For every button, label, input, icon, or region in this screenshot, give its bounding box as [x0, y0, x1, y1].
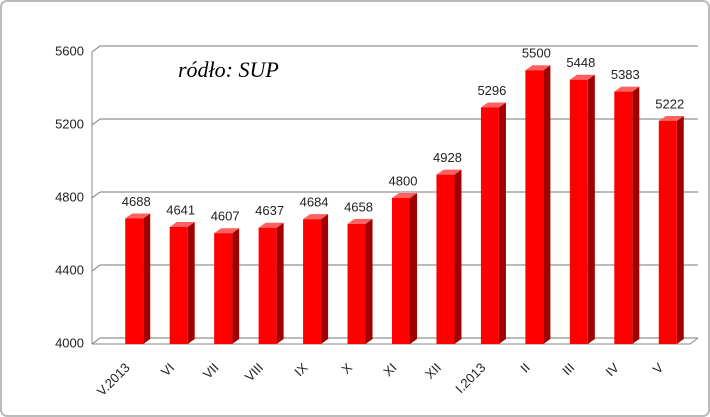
value-label: 5500 — [522, 46, 551, 61]
bar-top — [569, 74, 595, 80]
bar-top — [525, 65, 551, 71]
bar-side — [232, 228, 240, 344]
bar-front — [525, 70, 544, 344]
bar-side — [676, 115, 684, 344]
bar — [525, 65, 551, 344]
grid-line-side — [91, 45, 101, 53]
annotation: ródło: SUP — [178, 57, 279, 82]
bar — [480, 102, 506, 344]
value-label: 4688 — [122, 194, 151, 209]
value-label: 4800 — [389, 173, 418, 188]
bar-front — [125, 218, 144, 344]
bar-front — [347, 223, 366, 344]
grid-line-side — [91, 337, 101, 345]
value-label: 4641 — [166, 202, 195, 217]
bar — [658, 115, 684, 344]
bar-side — [187, 222, 195, 344]
bar-front — [569, 79, 588, 345]
bar-front — [658, 120, 677, 344]
bar-side — [454, 169, 462, 344]
value-label: 4607 — [211, 209, 240, 224]
floor-line-side — [689, 337, 699, 345]
bar — [347, 218, 373, 344]
value-label: 5222 — [655, 96, 684, 111]
bar — [169, 222, 195, 344]
bar-top — [347, 218, 373, 224]
bar-side — [365, 218, 373, 344]
bar — [614, 86, 640, 344]
bar-side — [276, 222, 284, 344]
bar-side — [632, 86, 640, 344]
bar-side — [321, 214, 329, 344]
bar — [436, 169, 462, 344]
bar-top — [125, 213, 151, 219]
bar — [125, 213, 151, 344]
bar-side — [143, 213, 151, 344]
y-tick-label: 4800 — [55, 189, 84, 204]
bar-front — [614, 91, 633, 344]
bar-front — [303, 219, 322, 344]
bar-side — [410, 193, 417, 344]
grid-line-side — [91, 191, 101, 199]
bar-front — [214, 233, 233, 344]
bar — [214, 228, 240, 344]
value-label: 5448 — [566, 55, 595, 70]
value-label: 5383 — [611, 67, 640, 82]
bar-top — [392, 193, 417, 198]
bar — [569, 74, 595, 345]
bar-side — [543, 65, 551, 344]
grid-line-side — [91, 264, 101, 272]
bar-front — [258, 227, 277, 344]
bar-top — [480, 102, 506, 108]
bar-side — [498, 102, 506, 344]
value-label: 4928 — [433, 150, 462, 165]
bar — [258, 222, 284, 344]
y-tick-label: 5600 — [55, 43, 84, 58]
y-tick-label: 4000 — [55, 335, 84, 350]
bar — [392, 193, 417, 344]
bar-side — [587, 74, 595, 345]
value-label: 4637 — [255, 203, 284, 218]
bar-top — [436, 169, 462, 175]
bar-front — [436, 174, 455, 344]
y-tick-label: 4400 — [55, 262, 84, 277]
bar-top — [303, 214, 329, 220]
value-label: 4658 — [344, 199, 373, 214]
bar-top — [169, 222, 195, 228]
bar-front — [480, 107, 499, 344]
value-label: 5296 — [477, 83, 506, 98]
y-tick-label: 5200 — [55, 116, 84, 131]
bar-top — [214, 228, 240, 234]
bar-top — [658, 115, 684, 121]
bar-front — [392, 198, 410, 344]
bar-top — [614, 86, 640, 92]
bar-front — [169, 227, 188, 344]
bar — [303, 214, 329, 344]
bar-top — [258, 222, 284, 228]
grid-line-side — [91, 118, 101, 126]
value-label: 4684 — [300, 195, 329, 210]
